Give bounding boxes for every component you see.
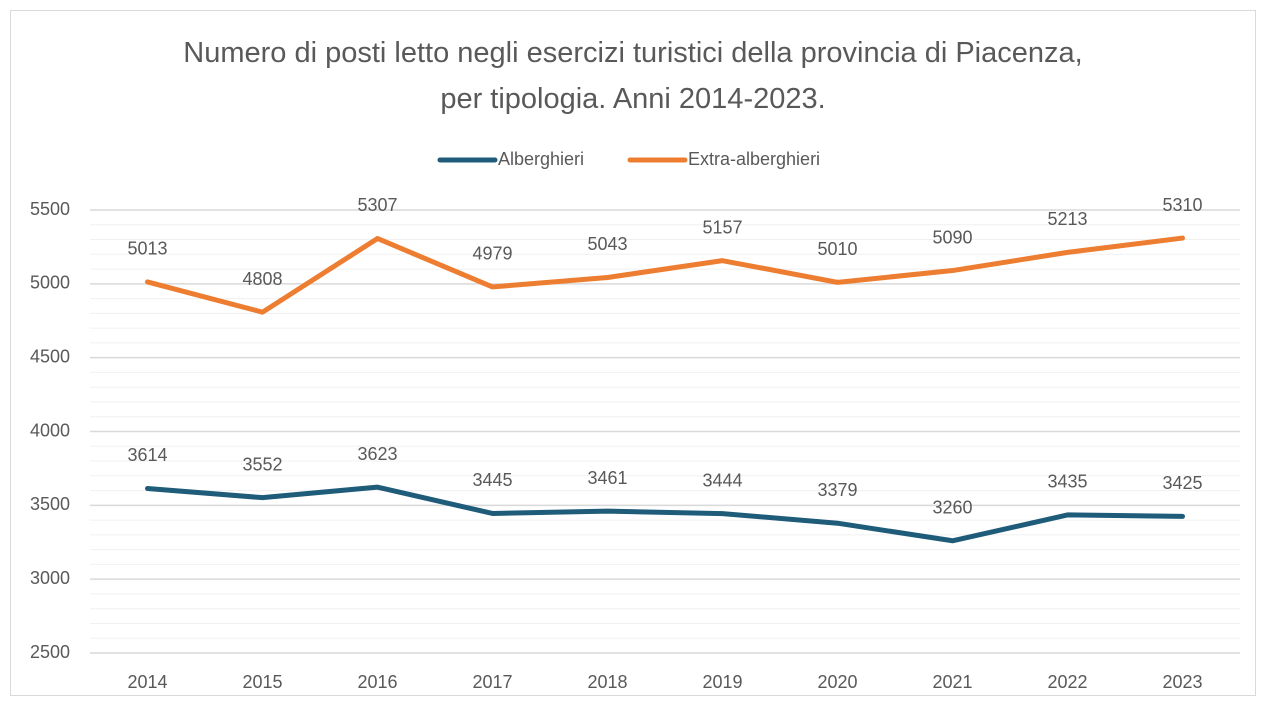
data-label: 3435 (1047, 472, 1087, 492)
data-label: 3260 (932, 498, 972, 518)
x-tick-label: 2022 (1047, 672, 1087, 692)
data-label: 4979 (472, 244, 512, 264)
series-line (145, 235, 1185, 315)
data-label: 3379 (817, 480, 857, 500)
x-tick-label: 2020 (817, 672, 857, 692)
y-tick-label: 5500 (30, 199, 70, 219)
data-label: 3614 (127, 445, 167, 465)
x-tick-label: 2023 (1162, 672, 1202, 692)
data-label: 3552 (242, 454, 282, 474)
x-tick-label: 2017 (472, 672, 512, 692)
chart-title: Numero di posti letto negli esercizi tur… (183, 37, 1083, 115)
x-tick-label: 2016 (357, 672, 397, 692)
data-label: 5013 (127, 239, 167, 259)
x-tick-label: 2015 (242, 672, 282, 692)
y-tick-label: 5000 (30, 273, 70, 293)
data-label: 3623 (357, 444, 397, 464)
data-label: 5213 (1047, 209, 1087, 229)
y-tick-label: 4500 (30, 346, 70, 366)
data-label: 5157 (702, 217, 742, 237)
x-tick-label: 2018 (587, 672, 627, 692)
data-label: 4808 (242, 269, 282, 289)
data-label: 3461 (587, 468, 627, 488)
data-label: 3425 (1162, 473, 1202, 493)
series-line (145, 484, 1185, 544)
legend-label: Extra-alberghieri (688, 149, 820, 169)
data-label: 5043 (587, 234, 627, 254)
data-label: 5010 (817, 239, 857, 259)
data-label: 3445 (472, 470, 512, 490)
chart-border (10, 10, 1256, 696)
x-tick-label: 2021 (932, 672, 972, 692)
x-tick-label: 2019 (702, 672, 742, 692)
data-label: 3444 (702, 470, 742, 490)
y-tick-label: 3500 (30, 494, 70, 514)
legend-label: Alberghieri (498, 149, 584, 169)
x-tick-label: 2014 (127, 672, 167, 692)
data-label: 5310 (1162, 195, 1202, 215)
y-tick-label: 3000 (30, 568, 70, 588)
data-label: 5090 (932, 227, 972, 247)
y-tick-label: 2500 (30, 642, 70, 662)
data-label: 5307 (357, 195, 397, 215)
y-tick-label: 4000 (30, 420, 70, 440)
